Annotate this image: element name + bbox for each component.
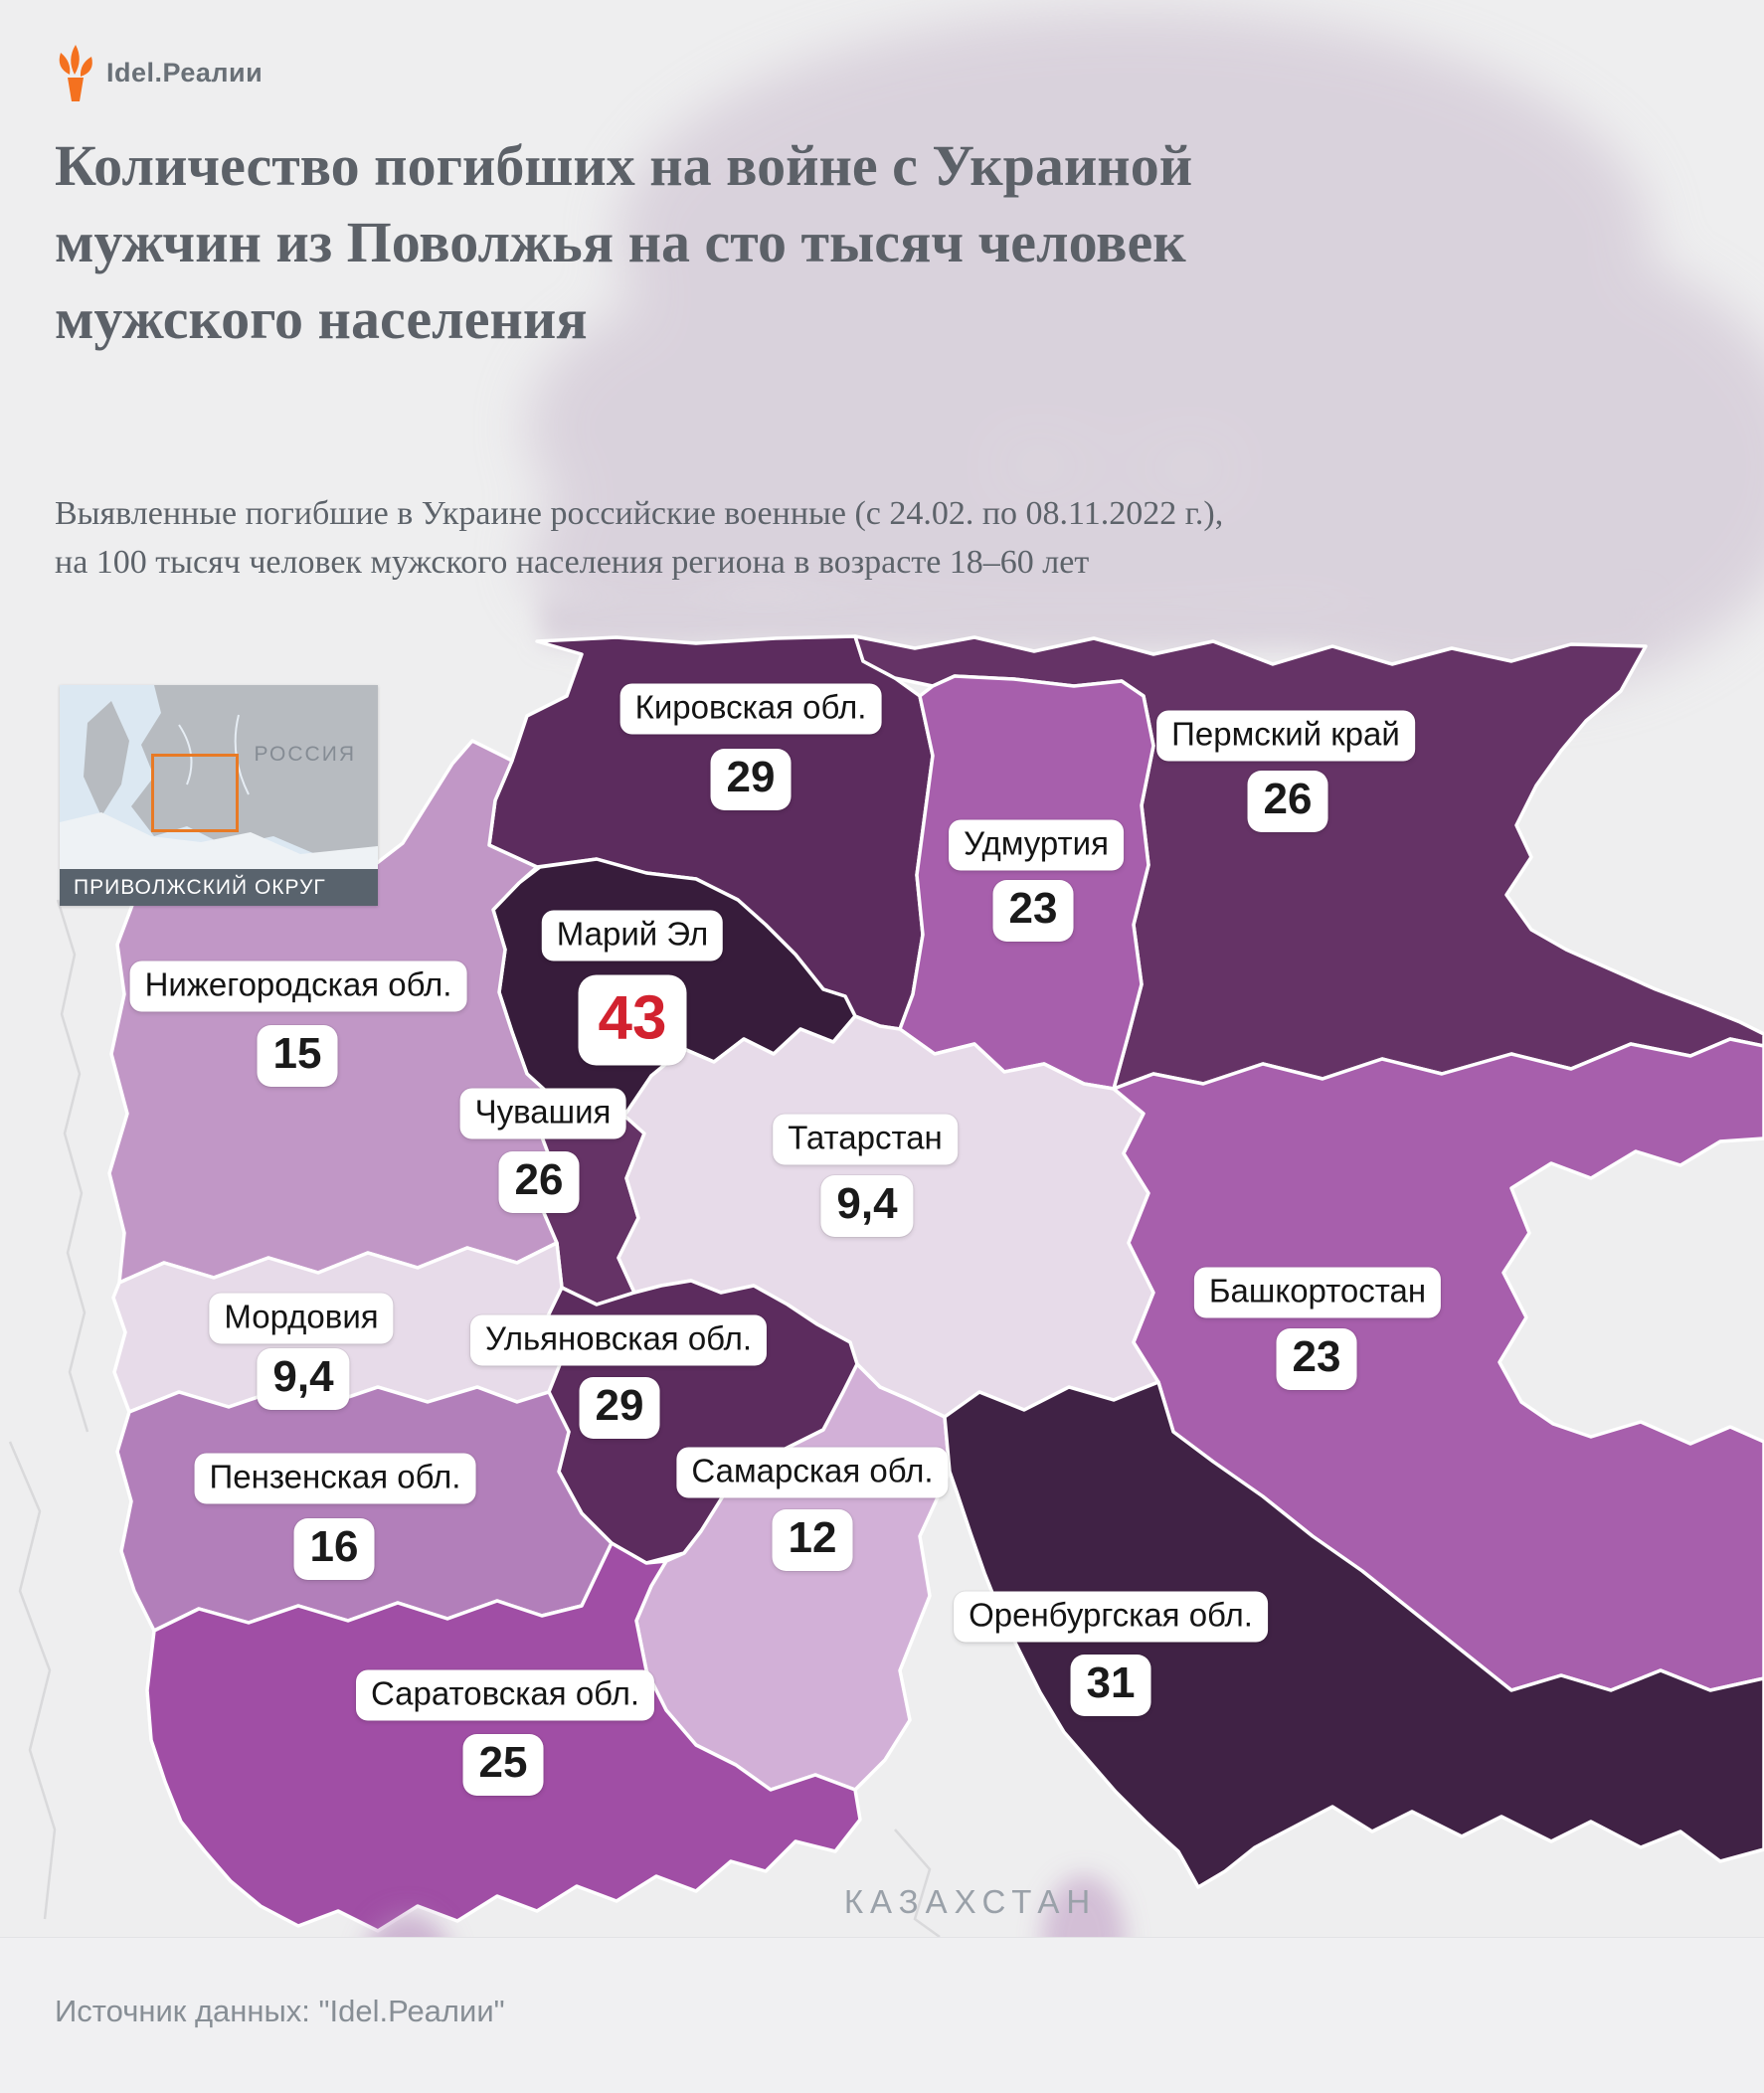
russia-landmass — [131, 685, 378, 856]
subtitle-line-1: Выявленные погибшие в Украине российские… — [55, 495, 1224, 532]
torch-icon — [59, 45, 92, 101]
brand-name: Idel.Реалии — [106, 57, 264, 87]
region-value-badge: 23 — [992, 880, 1074, 942]
region-orenburgskaya-obl — [943, 1380, 1764, 1889]
region-value-badge: 25 — [462, 1734, 544, 1796]
scandinavia-landmass — [84, 701, 129, 816]
region-name-label: Саратовская обл. — [355, 1669, 655, 1721]
title-line-2: мужчин из Поволжья на сто тысяч человек — [55, 210, 1186, 274]
region-value-badge: 15 — [257, 1025, 338, 1087]
russia-silhouette-watermark — [527, 10, 1764, 696]
region-value-badge: 9,4 — [820, 1175, 914, 1237]
region-value-badge: 12 — [772, 1509, 853, 1571]
inset-caption: ПРИВОЛЖСКИЙ ОКРУГ — [60, 869, 378, 906]
kazakhstan-label: КАЗАХСТАН — [843, 1883, 1098, 1920]
region-name-label: Пензенская обл. — [194, 1453, 476, 1504]
region-name-label: Марий Эл — [541, 910, 724, 961]
region-name-label: Удмуртия — [949, 819, 1124, 871]
region-name-label: Татарстан — [773, 1114, 958, 1165]
background-border-lines — [8, 899, 941, 1939]
region-value-badge: 29 — [579, 1377, 660, 1439]
region-value-badge: 29 — [710, 749, 792, 810]
region-name-label: Мордовия — [209, 1293, 394, 1344]
region-value-badge: 16 — [293, 1518, 375, 1580]
title-line-3: мужского населения — [55, 286, 588, 351]
south-landmass — [60, 812, 378, 869]
title-line-1: Количество погибших на войне с Украиной — [55, 133, 1193, 198]
region-value-badge: 31 — [1070, 1655, 1151, 1716]
region-name-label: Оренбургская обл. — [954, 1591, 1268, 1643]
region-name-label: Кировская обл. — [619, 683, 882, 735]
region-name-label: Самарская обл. — [676, 1447, 949, 1498]
region-name-label: Нижегородская обл. — [129, 960, 467, 1012]
subtitle-line-2: на 100 тысяч человек мужского населения … — [55, 544, 1090, 581]
russia-label: РОССИЯ — [254, 743, 356, 766]
region-name-label: Пермский край — [1156, 710, 1415, 762]
locator-inset-map: РОССИЯ ПРИВОЛЖСКИЙ ОКРУГ — [60, 685, 378, 906]
region-value-badge: 26 — [1247, 771, 1328, 832]
region-value-badge: 26 — [498, 1151, 580, 1213]
region-penzenskaya-obl — [115, 1385, 614, 1633]
footer: Источник данных: "Idel.Реалии" — [0, 1937, 1764, 2093]
region-name-label: Чувашия — [459, 1088, 626, 1139]
data-source-note: Источник данных: "Idel.Реалии" — [55, 1994, 505, 2028]
logo: Idel.Реалии — [55, 44, 263, 101]
region-value-badge: 23 — [1276, 1328, 1357, 1390]
region-name-label: Ульяновская обл. — [469, 1314, 768, 1366]
page-subtitle: Выявленные погибшие в Украине российские… — [55, 489, 1387, 587]
region-value-badge: 9,4 — [257, 1348, 350, 1410]
region-name-label: Башкортостан — [1193, 1267, 1442, 1318]
page-title: Количество погибших на войне с Украиной … — [55, 127, 1387, 357]
district-highlight-frame — [151, 754, 239, 832]
region-value-badge: 43 — [578, 974, 687, 1066]
